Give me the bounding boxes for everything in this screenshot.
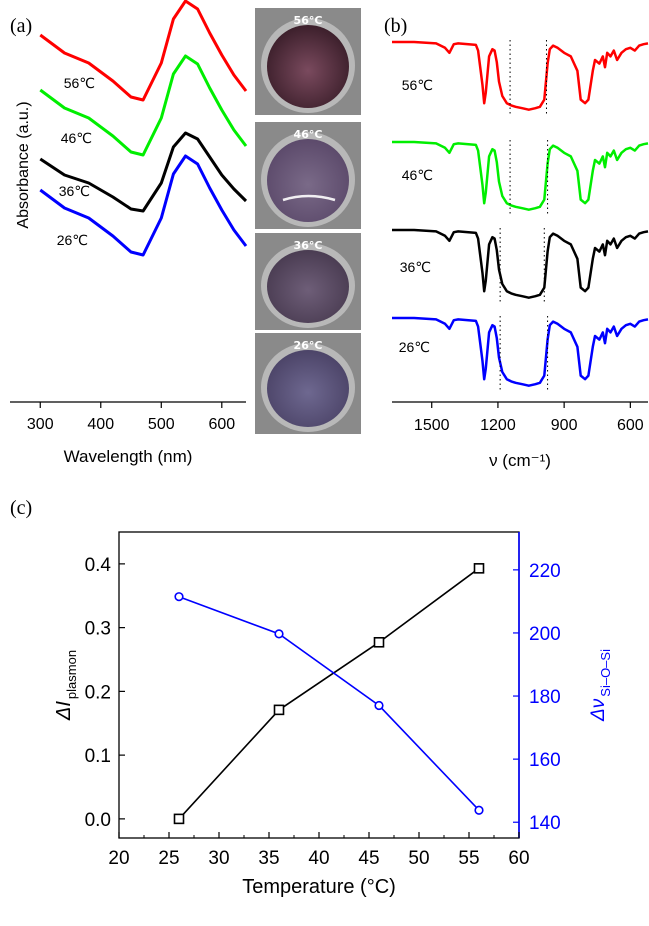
x-tick-label-b-0: 1500 — [414, 417, 450, 434]
x-tick-label-c-6: 50 — [408, 848, 429, 869]
panel-label-b: (b) — [384, 15, 407, 37]
x-tick-label-c-7: 55 — [458, 848, 479, 869]
x-axis-label-c: Temperature (°C) — [242, 876, 396, 898]
y2-tick-label-c-3: 200 — [529, 624, 561, 645]
x-tick-label-c-4: 40 — [308, 848, 329, 869]
x-tick-label-c-2: 30 — [208, 848, 229, 869]
dish-content-2 — [267, 250, 349, 323]
photo-label-2: 36°C — [294, 239, 323, 252]
point-c-0-1 — [273, 704, 285, 716]
x-axis-label-b: ν (cm⁻¹) — [489, 451, 551, 470]
series-line-c-0 — [178, 567, 480, 820]
y2-tick-label-c-2: 180 — [529, 687, 561, 708]
series-label-a-1: 46℃ — [61, 130, 92, 146]
photo-label-3: 26°C — [294, 339, 323, 352]
point-c-0-3 — [473, 563, 485, 574]
photo-label-0: 56°C — [294, 14, 323, 27]
x-tick-label-a-1: 400 — [87, 416, 114, 433]
x-tick-label-c-8: 60 — [508, 848, 529, 869]
y2-tick-label-c-1: 160 — [529, 750, 561, 771]
spectrum-line-a-0 — [39, 0, 248, 102]
photo-column: 56°C 46°C 36°C 26°C — [255, 8, 361, 434]
y-axis-label-a: Absorbance (a.u.) — [15, 101, 32, 228]
series-label-b-3: 26℃ — [399, 339, 430, 355]
x-tick-label-c-5: 45 — [358, 848, 379, 869]
series-label-b-2: 36℃ — [400, 259, 431, 275]
y2-tick-label-c-4: 220 — [529, 561, 561, 582]
chart-a-spectra: 56℃ 46℃ 36℃ 26℃ 300 400 500 600 Wavelength (nm) A… — [10, 0, 248, 466]
x-tick-label-b-1: 1200 — [480, 417, 516, 434]
y-tick-label-c-4: 0.4 — [85, 555, 112, 576]
ir-line-b-1 — [392, 140, 649, 211]
y-tick-label-c-0: 0.0 — [85, 810, 111, 831]
ir-line-b-2 — [392, 228, 649, 299]
dish-content-1 — [267, 139, 349, 222]
dish-content-3 — [267, 350, 349, 427]
dish-reflection — [282, 194, 336, 202]
y2-axis-label-c: ΔνSi–O–Si — [588, 649, 613, 722]
y-tick-label-c-2: 0.2 — [85, 682, 111, 703]
series-label-a-3: 26℃ — [57, 232, 88, 248]
series-label-b-0: 56℃ — [402, 77, 433, 93]
point-c-1-2 — [374, 700, 384, 711]
ir-line-b-0 — [392, 40, 649, 111]
spectrum-line-a-2 — [39, 131, 248, 213]
x-tick-label-b-3: 600 — [617, 417, 644, 434]
point-c-0-0 — [173, 813, 185, 825]
x-tick-label-c-1: 25 — [158, 848, 179, 869]
x-tick-label-a-0: 300 — [27, 416, 54, 433]
x-axis-label-a: Wavelength (nm) — [64, 447, 193, 466]
y-tick-label-c-3: 0.3 — [85, 619, 111, 640]
photo-label-1: 46°C — [294, 128, 323, 141]
x-tick-label-a-2: 500 — [148, 416, 175, 433]
chart-c-temperature: 20 25 30 35 40 45 50 55 60 0.0 0.1 0.2 0.3 0.4 140 160 1… — [53, 531, 613, 898]
series-label-a-2: 36℃ — [59, 183, 90, 199]
spectrum-line-a-1 — [39, 54, 248, 157]
x-tick-label-c-3: 35 — [258, 848, 279, 869]
ir-line-b-3 — [392, 316, 649, 387]
dish-content-0 — [267, 25, 349, 108]
point-c-0-2 — [373, 636, 385, 648]
spectrum-line-a-3 — [39, 154, 248, 257]
point-c-1-1 — [274, 629, 284, 639]
plot-frame-c — [118, 531, 520, 839]
point-c-1-0 — [174, 592, 184, 602]
x-tick-label-b-2: 900 — [551, 417, 578, 434]
panel-label-c: (c) — [10, 497, 32, 519]
panel-label-a: (a) — [10, 15, 32, 37]
series-line-c-1 — [178, 595, 480, 811]
point-c-1-3 — [474, 805, 484, 815]
chart-b-ir-spectra: 56℃ 46℃ 36℃ 26℃ 1500 1200 900 600 ν (cm⁻¹) — [392, 40, 649, 470]
x-tick-label-c-0: 20 — [108, 848, 129, 869]
y-axis-label-c: ΔIplasmon — [53, 650, 79, 721]
series-label-b-1: 46℃ — [402, 167, 433, 183]
x-tick-label-a-3: 600 — [208, 416, 235, 433]
y2-tick-label-c-0: 140 — [529, 813, 561, 834]
series-label-a-0: 56℃ — [64, 75, 95, 91]
y-tick-label-c-1: 0.1 — [85, 746, 111, 767]
